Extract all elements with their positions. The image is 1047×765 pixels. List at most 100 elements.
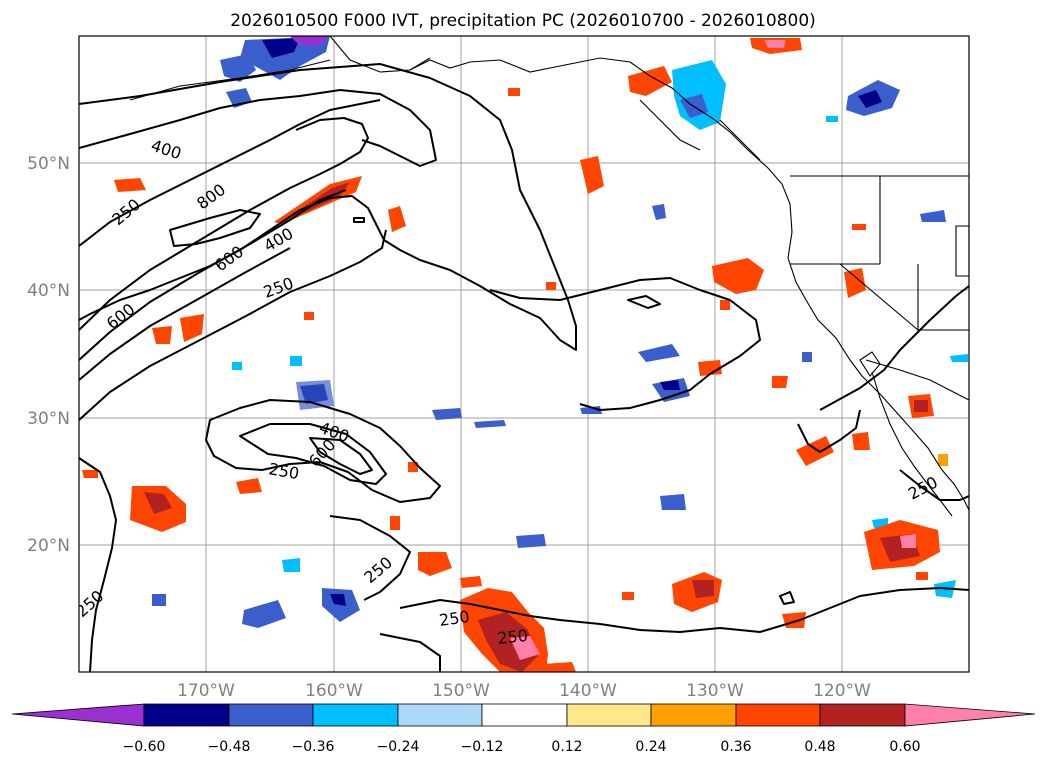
ivt-contour-600-subtropical xyxy=(309,437,373,475)
precip-neg-area xyxy=(920,210,946,222)
precip-pos-core xyxy=(692,580,714,598)
precip-neg-area xyxy=(240,36,330,80)
precip-neg-area xyxy=(232,362,242,370)
precip-pos-area xyxy=(852,224,866,230)
precip-pos-area xyxy=(418,552,452,576)
precip-neg-area xyxy=(652,204,666,220)
precip-neg-core xyxy=(262,38,300,58)
border-usa-mexico xyxy=(865,359,969,401)
precip-pos-area xyxy=(938,454,948,466)
lon-label-140w: 140°W xyxy=(559,681,617,701)
precip-pos-area xyxy=(546,282,556,290)
precip-pos-peak xyxy=(764,40,786,48)
precip-pos-area xyxy=(580,156,604,194)
map-background xyxy=(79,36,969,672)
precip-pc-shading xyxy=(82,36,968,672)
map-title: 2026010500 F000 IVT, precipitation PC (2… xyxy=(230,11,816,31)
precip-pos-area xyxy=(114,178,146,192)
precip-neg-area xyxy=(296,380,334,410)
ivt-contour-250-mexico xyxy=(899,469,969,501)
precip-neg-area xyxy=(282,558,300,572)
lon-label-170w: 170°W xyxy=(177,681,235,701)
precip-pos-area xyxy=(152,326,172,344)
ivt-contours xyxy=(79,63,969,672)
precip-pos-peak xyxy=(900,534,916,548)
precip-neg-core xyxy=(660,380,680,390)
graticule xyxy=(79,36,969,672)
precip-pos-core xyxy=(144,492,172,514)
precip-neg-area xyxy=(290,356,302,366)
longitude-labels: 170°W 160°W 150°W 140°W 130°W 120°W xyxy=(177,681,871,701)
ivt-contour-400-subtropical xyxy=(239,423,387,485)
ivt-contour-250-central-east xyxy=(489,277,761,411)
state-borders xyxy=(790,176,969,331)
colorbar-segment xyxy=(566,703,652,727)
lon-label-150w: 150°W xyxy=(432,681,490,701)
colorbar-segment xyxy=(735,703,821,727)
ivt-contour-250-west xyxy=(79,457,117,672)
precip-pos-area xyxy=(460,576,482,588)
precip-neg-area xyxy=(638,344,680,362)
precip-neg-core xyxy=(330,594,346,606)
precip-pos-area xyxy=(698,360,722,376)
precip-neg-area xyxy=(826,116,838,122)
ivt-contour-250-subtropical xyxy=(205,399,441,503)
precip-pos-area xyxy=(180,314,204,342)
precip-pos-area xyxy=(388,206,406,232)
coastline-baja-california xyxy=(871,371,953,517)
colorbar-tick: −0.48 xyxy=(208,739,251,755)
lon-label-160w: 160°W xyxy=(305,681,363,701)
colorbar-tick: 0.36 xyxy=(720,739,751,755)
precip-pos-area xyxy=(628,66,672,96)
ivt-contour-250-south xyxy=(399,587,969,633)
precip-pos-area xyxy=(236,478,262,494)
precip-neg-extreme xyxy=(290,36,330,46)
colorbar-extend-min xyxy=(11,703,145,727)
colorbar-segment xyxy=(143,703,230,727)
map-area: 400 250 800 600 400 250 600 400 600 250 … xyxy=(78,35,970,673)
precip-neg-area xyxy=(220,54,256,82)
coastline-north-america xyxy=(329,36,969,511)
precip-pos-area xyxy=(844,268,866,298)
colorbar-extend-max xyxy=(904,703,1036,727)
colorbar-tick: −0.24 xyxy=(377,739,420,755)
lon-label-120w: 120°W xyxy=(813,681,871,701)
colorbar-segment xyxy=(650,703,737,727)
precip-pos-area xyxy=(82,470,98,478)
precip-neg-area xyxy=(660,494,686,510)
precip-pos-core xyxy=(914,400,928,412)
colorbar-segment xyxy=(397,703,483,727)
precip-pos-area xyxy=(712,258,764,294)
contour-label: 250 xyxy=(496,626,528,648)
colorbar-tick: 0.48 xyxy=(804,739,835,755)
ivt-contour-600 xyxy=(79,117,369,331)
lat-label-50n: 50°N xyxy=(27,154,70,174)
precip-neg-area xyxy=(474,420,506,428)
colorbar: −0.60 −0.48 −0.36 −0.24 −0.12 0.12 0.24 … xyxy=(11,703,1036,755)
ivt-contour-400-north xyxy=(79,99,381,247)
lon-label-130w: 130°W xyxy=(686,681,744,701)
map-frame xyxy=(78,35,970,673)
precip-neg-area xyxy=(516,534,546,548)
ivt-contour-250-lower xyxy=(79,229,387,421)
precip-neg-area xyxy=(152,594,166,606)
colorbar-segment xyxy=(481,703,568,727)
lat-label-20n: 20°N xyxy=(27,536,70,556)
ivt-contour-250-california xyxy=(819,285,969,411)
lat-label-40n: 40°N xyxy=(27,281,70,301)
ivt-contour-800 xyxy=(79,189,347,361)
precip-pos-area xyxy=(796,436,834,466)
colorbar-segment xyxy=(819,703,906,727)
precip-pos-area xyxy=(622,592,634,600)
precip-pos-area xyxy=(508,88,520,96)
precip-pos-area xyxy=(852,432,870,450)
latitude-labels: 50°N 40°N 30°N 20°N xyxy=(27,154,70,556)
ivt-contour-800-loop xyxy=(169,209,261,247)
colorbar-tick: −0.60 xyxy=(123,739,166,755)
precip-pos-area xyxy=(390,516,400,530)
ivt-contour-250-south-loop xyxy=(379,633,441,672)
precip-pos-area xyxy=(544,662,576,672)
ivt-contour-250-central xyxy=(329,515,411,601)
ivt-contour-250-coast-loop xyxy=(797,409,861,453)
